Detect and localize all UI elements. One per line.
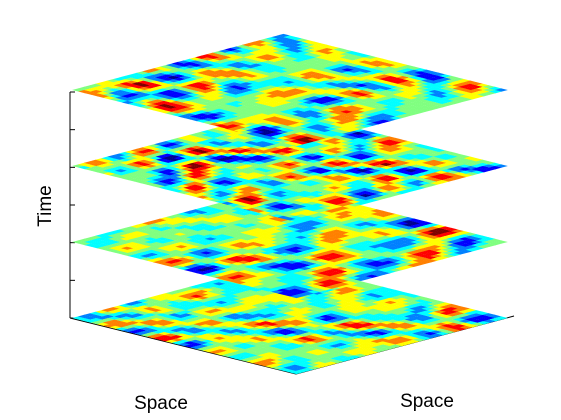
slices-group <box>72 33 508 375</box>
time-axis-ticks <box>70 91 75 319</box>
right-space-axis-label: Space <box>400 391 454 412</box>
left-space-axis-label: Space <box>134 393 188 414</box>
time-slice-3 <box>72 109 508 223</box>
time-slice-4 <box>72 33 508 147</box>
time-axis-label: Time <box>35 185 56 227</box>
